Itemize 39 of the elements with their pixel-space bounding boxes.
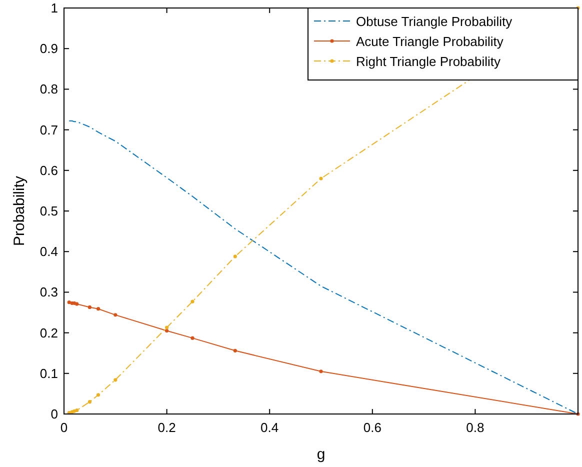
- point: [190, 300, 194, 304]
- point: [75, 302, 79, 306]
- legend-label: Right Triangle Probability: [356, 54, 502, 69]
- point: [233, 348, 237, 352]
- y-tick-label: 0.4: [40, 244, 58, 260]
- y-tick-label: 0.9: [40, 41, 58, 56]
- line-series: [68, 120, 578, 414]
- legend-label: Acute Triangle Probability: [356, 34, 504, 49]
- x-tick-label: 0.4: [260, 420, 279, 435]
- legend-label: Obtuse Triangle Probability: [356, 14, 513, 29]
- x-tick-label: 0.8: [466, 420, 484, 435]
- point: [114, 313, 118, 317]
- point: [190, 336, 194, 340]
- x-tick-label: 0: [60, 420, 68, 435]
- point: [319, 176, 323, 180]
- point: [67, 300, 71, 304]
- point: [233, 254, 237, 258]
- y-tick-label: 1: [50, 0, 58, 16]
- y-tick-label: 0.2: [40, 325, 58, 340]
- point: [88, 400, 92, 404]
- y-tick-label: 0.7: [40, 122, 58, 138]
- point: [114, 378, 118, 382]
- point: [319, 370, 323, 374]
- y-tick-label: 0.8: [40, 82, 58, 97]
- x-axis-title: g: [316, 446, 326, 463]
- y-tick-label: 0: [50, 406, 58, 422]
- point: [165, 328, 169, 333]
- y-tick-label: 0.1: [40, 366, 58, 381]
- point: [88, 305, 92, 310]
- point: [75, 408, 79, 412]
- point: [165, 326, 169, 330]
- y-axis-title: Probability: [11, 175, 28, 246]
- x-tick-label: 0.2: [158, 420, 176, 435]
- point: [96, 307, 100, 311]
- y-tick-label: 0.5: [40, 204, 58, 218]
- x-tick-label: 0.6: [363, 420, 382, 435]
- point: [96, 393, 100, 397]
- y-tick-label: 0.3: [40, 284, 58, 300]
- y-tick-label: 0.6: [40, 162, 58, 178]
